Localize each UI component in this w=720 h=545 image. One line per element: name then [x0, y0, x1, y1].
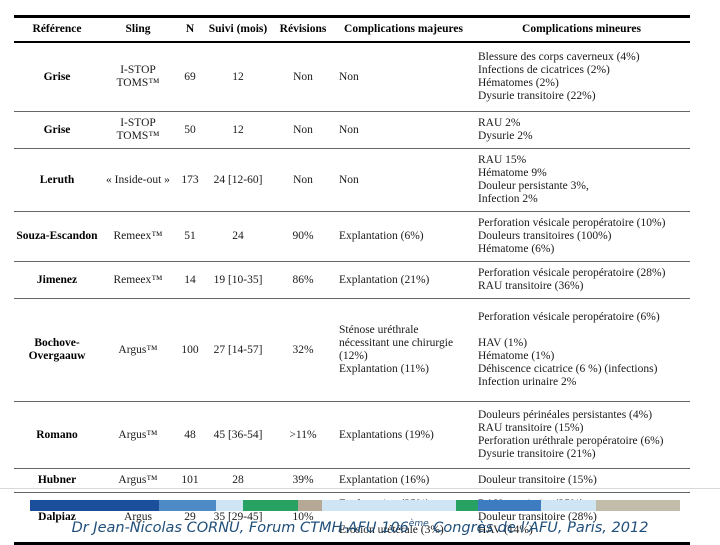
cell-majeures: Non	[339, 123, 359, 136]
cell-sling: I-STOP TOMS™	[116, 117, 160, 142]
cell-revisions: 90%	[292, 230, 314, 242]
cell-reference: Romano	[36, 428, 78, 441]
cell-suivi: 27 [14-57]	[213, 343, 263, 356]
table-row: Bochove-Overgaauw Argus™ 100 27 [14-57] …	[14, 299, 690, 402]
cell-mineures: Perforation vésicale peropératoire (28%)…	[478, 267, 666, 292]
color-bar-segment	[298, 500, 322, 511]
table-row: Jimenez Remeex™ 14 19 [10-35] 86% Explan…	[14, 262, 690, 299]
cell-majeures: Explantation (6%)	[339, 230, 424, 242]
cell-reference: Dalpiaz	[38, 511, 76, 523]
cell-reference: Grise	[43, 123, 71, 136]
cell-mineures: Blessure des corps caverneux (4%) Infect…	[478, 51, 640, 102]
cell-revisions: Non	[293, 70, 313, 83]
cell-n: 14	[184, 273, 196, 286]
color-bar-segment	[159, 500, 216, 511]
cell-n: 100	[181, 343, 199, 356]
footer-divider	[0, 488, 720, 489]
cell-mineures: Perforation vésicale peropératoire (10%)…	[478, 217, 666, 255]
complications-table-wrap: Référence Sling N Suivi (mois) Révisions…	[14, 15, 690, 545]
color-bar-segment	[456, 500, 478, 511]
cell-mineures: Douleur transitoire (15%)	[478, 474, 597, 486]
cell-n: 29	[184, 511, 196, 523]
footer-credit-superscript: ème	[408, 519, 429, 529]
col-header-mineures: Complications mineures	[473, 16, 690, 43]
cell-revisions: 86%	[292, 273, 314, 286]
cell-suivi: 35 [29-45]	[213, 511, 263, 523]
cell-mineures: Perforation vésicale peropératoire (6%) …	[478, 311, 660, 388]
cell-reference: Jimenez	[36, 273, 78, 286]
color-bar-segment	[596, 500, 680, 511]
cell-n: 51	[184, 230, 196, 242]
cell-n: 50	[184, 123, 196, 136]
cell-suivi: 24 [12-60]	[213, 173, 263, 186]
cell-sling: Argus	[124, 511, 152, 523]
color-bar-segment	[541, 500, 596, 511]
color-bar-segment	[216, 500, 243, 511]
cell-revisions: 39%	[292, 474, 314, 486]
cell-suivi: 28	[232, 474, 244, 486]
color-bar-segment	[30, 500, 159, 511]
cell-sling: Argus™	[118, 343, 158, 356]
cell-suivi: 12	[232, 70, 244, 83]
cell-mineures: RAU 2% Dysurie 2%	[478, 117, 533, 142]
col-header-majeures: Complications majeures	[334, 16, 473, 43]
cell-suivi: 24	[232, 230, 244, 242]
complications-table: Référence Sling N Suivi (mois) Révisions…	[14, 15, 690, 545]
color-bar-segment	[322, 500, 456, 511]
table-row: Romano Argus™ 48 45 [36-54] >11% Explant…	[14, 402, 690, 469]
cell-majeures: Explantations (19%)	[339, 428, 434, 441]
cell-sling: Remeex™	[113, 230, 163, 242]
cell-revisions: >11%	[289, 428, 317, 441]
decorative-color-bar	[30, 500, 680, 511]
cell-mineures: RAU 15% Hématome 9% Douleur persistante …	[478, 154, 589, 205]
cell-reference: Hubner	[37, 474, 77, 486]
cell-suivi: 19 [10-35]	[213, 273, 263, 286]
col-header-reference: Référence	[14, 16, 100, 43]
color-bar-segment	[243, 500, 298, 511]
col-header-revisions: Révisions	[272, 16, 334, 43]
col-header-n: N	[176, 16, 204, 43]
cell-majeures: Sténose uréthrale nécessitant une chirur…	[339, 324, 454, 375]
cell-sling: Remeex™	[113, 273, 163, 286]
cell-n: 69	[184, 70, 196, 83]
table-row: Souza-Escandon Remeex™ 51 24 90% Explant…	[14, 212, 690, 262]
cell-revisions: Non	[293, 123, 313, 136]
cell-n: 173	[181, 173, 199, 186]
cell-suivi: 45 [36-54]	[213, 428, 263, 441]
table-row: Leruth « Inside-out » 173 24 [12-60] Non…	[14, 149, 690, 212]
cell-sling: Argus™	[118, 428, 158, 441]
cell-suivi: 12	[232, 123, 244, 136]
col-header-sling: Sling	[100, 16, 176, 43]
cell-reference: Souza-Escandon	[16, 230, 98, 242]
cell-revisions: 32%	[292, 343, 314, 356]
cell-sling: Argus™	[118, 474, 158, 486]
cell-reference: Bochove-Overgaauw	[28, 337, 86, 362]
cell-majeures: Non	[339, 173, 359, 186]
cell-mineures: Douleurs périnéales persistantes (4%) RA…	[478, 409, 664, 460]
footer-credit-text: Dr Jean-Nicolas CORNU, Forum CTMH-AFU 10…	[71, 519, 409, 536]
cell-revisions: 10%	[292, 511, 314, 523]
table-row: Grise I-STOP TOMS™ 69 12 Non Non Blessur…	[14, 42, 690, 112]
cell-majeures: Explantation (16%)	[339, 474, 430, 486]
footer-credit-text-end: Congrès de l’AFU, Paris, 2012	[428, 519, 649, 536]
cell-reference: Leruth	[39, 173, 75, 186]
col-header-suivi: Suivi (mois)	[204, 16, 272, 43]
color-bar-segment	[478, 500, 541, 511]
table-row: Grise I-STOP TOMS™ 50 12 Non Non RAU 2% …	[14, 112, 690, 149]
cell-majeures: Non	[339, 70, 359, 83]
cell-revisions: Non	[293, 173, 313, 186]
cell-sling: I-STOP TOMS™	[116, 64, 160, 89]
cell-n: 101	[181, 474, 199, 486]
header-row: Référence Sling N Suivi (mois) Révisions…	[14, 16, 690, 43]
cell-n: 48	[184, 428, 196, 441]
cell-sling: « Inside-out »	[106, 173, 170, 186]
cell-reference: Grise	[43, 70, 71, 83]
table-row: Hubner Argus™ 101 28 39% Explantation (1…	[14, 469, 690, 493]
footer-credit: Dr Jean-Nicolas CORNU, Forum CTMH-AFU 10…	[0, 513, 720, 539]
cell-majeures: Explantation (21%)	[339, 273, 430, 286]
